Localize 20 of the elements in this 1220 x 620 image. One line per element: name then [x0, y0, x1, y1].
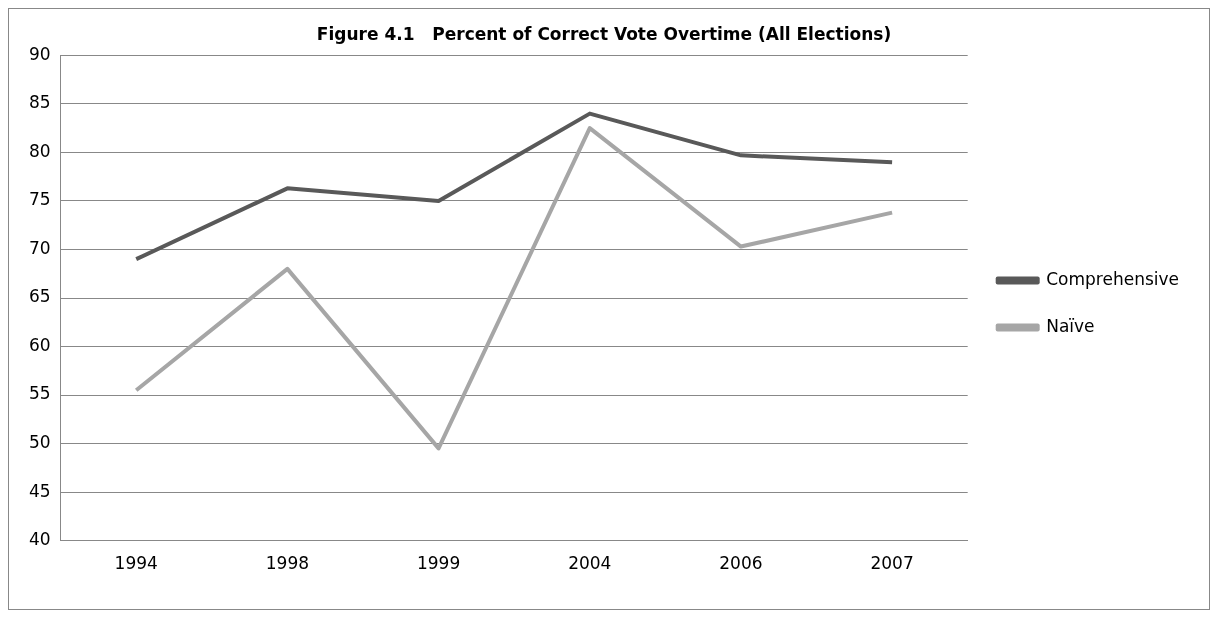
y-tick-label: 50 [28, 431, 51, 452]
chart-title: Figure 4.1 Percent of Correct Vote Overtime (All Elections) [316, 23, 892, 44]
y-tick-label: 45 [28, 480, 51, 501]
y-tick-label: 85 [28, 92, 51, 113]
legend-label: Naïve [1046, 315, 1095, 336]
x-tick-label: 1998 [265, 553, 310, 574]
x-tick-label: 2007 [870, 553, 914, 574]
legend-label: Comprehensive [1046, 268, 1180, 289]
y-tick-label: 90 [28, 43, 51, 64]
x-tick-label: 2004 [568, 553, 612, 574]
x-tick-label: 1999 [416, 553, 461, 574]
x-tick-label: 1994 [114, 553, 158, 574]
y-tick-label: 65 [28, 286, 51, 307]
y-tick-label: 80 [28, 140, 51, 161]
x-tick-label: 2006 [719, 553, 763, 574]
y-tick-label: 40 [28, 529, 51, 550]
y-tick-label: 75 [28, 189, 51, 210]
y-tick-label: 60 [28, 334, 51, 355]
y-tick-label: 70 [28, 237, 51, 258]
y-tick-label: 55 [28, 383, 51, 404]
